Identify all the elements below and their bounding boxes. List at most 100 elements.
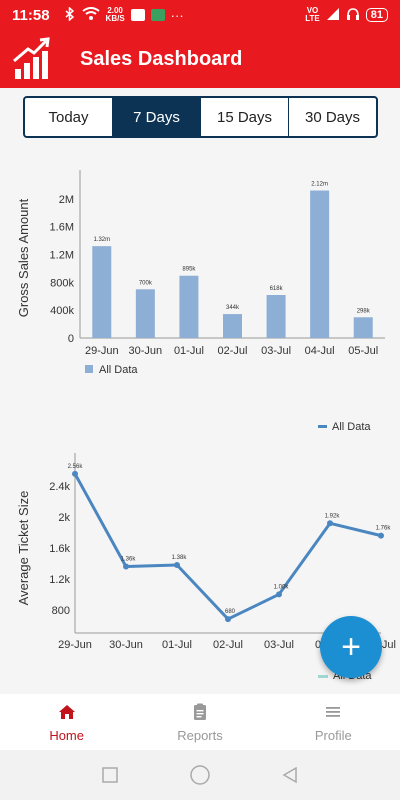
net-speed: 2.00 KB/S: [106, 7, 125, 23]
bar-chart-trend-icon: [13, 37, 50, 79]
status-left: 11:58 2.00 KB/S ···: [12, 5, 184, 24]
x-tick-label: 01-Jul: [174, 345, 204, 357]
point-data-label: 1.38k: [172, 555, 188, 561]
nav-profile-label: Profile: [314, 727, 352, 743]
x-tick-label: 03-Jul: [264, 639, 294, 651]
menu-icon: [326, 706, 341, 717]
point-data-label: 680: [225, 609, 236, 615]
nav-home-label: Home: [49, 727, 84, 743]
x-tick-label: 01-Jul: [162, 639, 192, 651]
x-tick-label: 29-Jun: [58, 639, 92, 651]
bar: [310, 190, 330, 338]
date-range-segment: Today 7 Days 15 Days 30 Days: [23, 96, 378, 138]
legend-swatch: [318, 674, 328, 678]
x-tick-label: 03-Jul: [261, 345, 291, 357]
y-tick-label: 0: [68, 333, 74, 345]
nav-home[interactable]: Home: [0, 694, 133, 750]
bar: [179, 275, 199, 338]
back-icon[interactable]: [281, 766, 299, 784]
notification-message-icon: [150, 9, 165, 21]
bar-data-label: 618k: [270, 286, 284, 292]
x-tick-label: 02-Jul: [218, 345, 248, 357]
y-tick-label: 2k: [58, 512, 70, 524]
headphones-icon: [346, 7, 360, 24]
legend-swatch: [85, 365, 93, 373]
plus-icon: +: [341, 627, 361, 666]
x-tick-label: 30-Jun: [109, 639, 143, 651]
data-point: [72, 470, 78, 477]
series-line: [73, 473, 382, 621]
y-tick-label: 2.4k: [49, 481, 70, 493]
y-tick-label: 800k: [50, 277, 74, 289]
bar-data-label: 700k: [139, 280, 153, 286]
tab-15-days[interactable]: 15 Days: [201, 98, 289, 136]
bar: [135, 289, 155, 338]
data-point: [276, 591, 282, 598]
home-circle-icon[interactable]: [189, 764, 211, 786]
data-point: [174, 562, 180, 568]
signal-icon: [326, 7, 340, 24]
y-tick-label: 1.2M: [50, 250, 74, 262]
volte-indicator: VO LTE: [305, 7, 320, 23]
recent-apps-icon[interactable]: [101, 766, 119, 784]
battery-indicator: 81: [365, 8, 388, 22]
y-tick-label: 1.6k: [49, 543, 70, 555]
data-point: [378, 532, 384, 539]
bluetooth-icon: [64, 5, 76, 24]
add-fab-button[interactable]: +: [320, 616, 382, 678]
y-axis-title: Gross Sales Amount: [16, 198, 31, 317]
x-tick-label: 30-Jun: [129, 345, 163, 357]
x-tick-label: 04-Jul: [305, 345, 335, 357]
bar-data-label: 1.32m: [93, 237, 110, 243]
page-title: Sales Dashboard: [80, 47, 243, 70]
nav-profile[interactable]: Profile: [267, 694, 400, 750]
app-bar: Sales Dashboard: [0, 30, 400, 88]
point-data-label: 1.36k: [121, 557, 137, 563]
bar: [223, 314, 242, 338]
y-axis-title: Average Ticket Size: [16, 491, 31, 606]
bar: [92, 246, 112, 338]
notification-app-icon: [130, 9, 145, 21]
clipboard-icon: [193, 703, 206, 720]
y-tick-label: 1.2k: [49, 574, 70, 586]
x-tick-label: 02-Jul: [213, 639, 243, 651]
y-tick-label: 2M: [59, 194, 74, 206]
bar-data-label: 298k: [357, 308, 371, 314]
x-tick-label: 05-Jul: [348, 345, 378, 357]
nav-reports[interactable]: Reports: [133, 694, 266, 750]
system-navigation-bar: [0, 750, 400, 800]
legend-swatch: [318, 425, 327, 428]
bar-data-label: 344k: [226, 305, 240, 311]
data-point: [225, 616, 231, 623]
y-tick-label: 800: [52, 605, 70, 617]
legend-label: All Data: [99, 364, 138, 376]
home-icon: [58, 704, 75, 719]
tab-30-days[interactable]: 30 Days: [304, 108, 361, 126]
point-data-label: 1.00k: [274, 584, 290, 590]
data-point: [327, 520, 333, 527]
net-speed-value: 2.00: [107, 6, 123, 15]
bar-data-label: 895k: [182, 267, 196, 273]
status-bar: 11:58 2.00 KB/S ··· VO LTE 81: [0, 0, 400, 30]
x-tick-label: 29-Jun: [85, 345, 119, 357]
bar-data-label: 2.12m: [311, 182, 328, 188]
wifi-icon: [81, 6, 100, 24]
tab-today[interactable]: Today: [25, 98, 113, 136]
tab-7-days[interactable]: 7 Days: [113, 98, 201, 136]
net-speed-unit: KB/S: [105, 14, 125, 23]
y-tick-label: 1.6M: [50, 222, 74, 234]
legend-label: All Data: [332, 421, 371, 433]
status-right: VO LTE 81: [305, 7, 388, 24]
more-notifications: ···: [170, 7, 184, 23]
y-tick-label: 400k: [50, 305, 74, 317]
volte-vo: VO: [306, 6, 319, 15]
bar: [266, 295, 286, 338]
data-point: [123, 563, 129, 570]
bottom-navigation: Home Reports Profile: [0, 694, 400, 750]
gross-sales-bar-chart: 0 400k 800k 1.2M 1.6M 2M 1.32m 29-Jun 700k 30-Jun…: [16, 170, 385, 376]
bar: [353, 317, 373, 338]
clock: 11:58: [12, 6, 50, 24]
point-data-label: 1.76k: [376, 526, 392, 532]
nav-reports-label: Reports: [177, 727, 223, 743]
point-data-label: 2.56k: [68, 464, 84, 470]
